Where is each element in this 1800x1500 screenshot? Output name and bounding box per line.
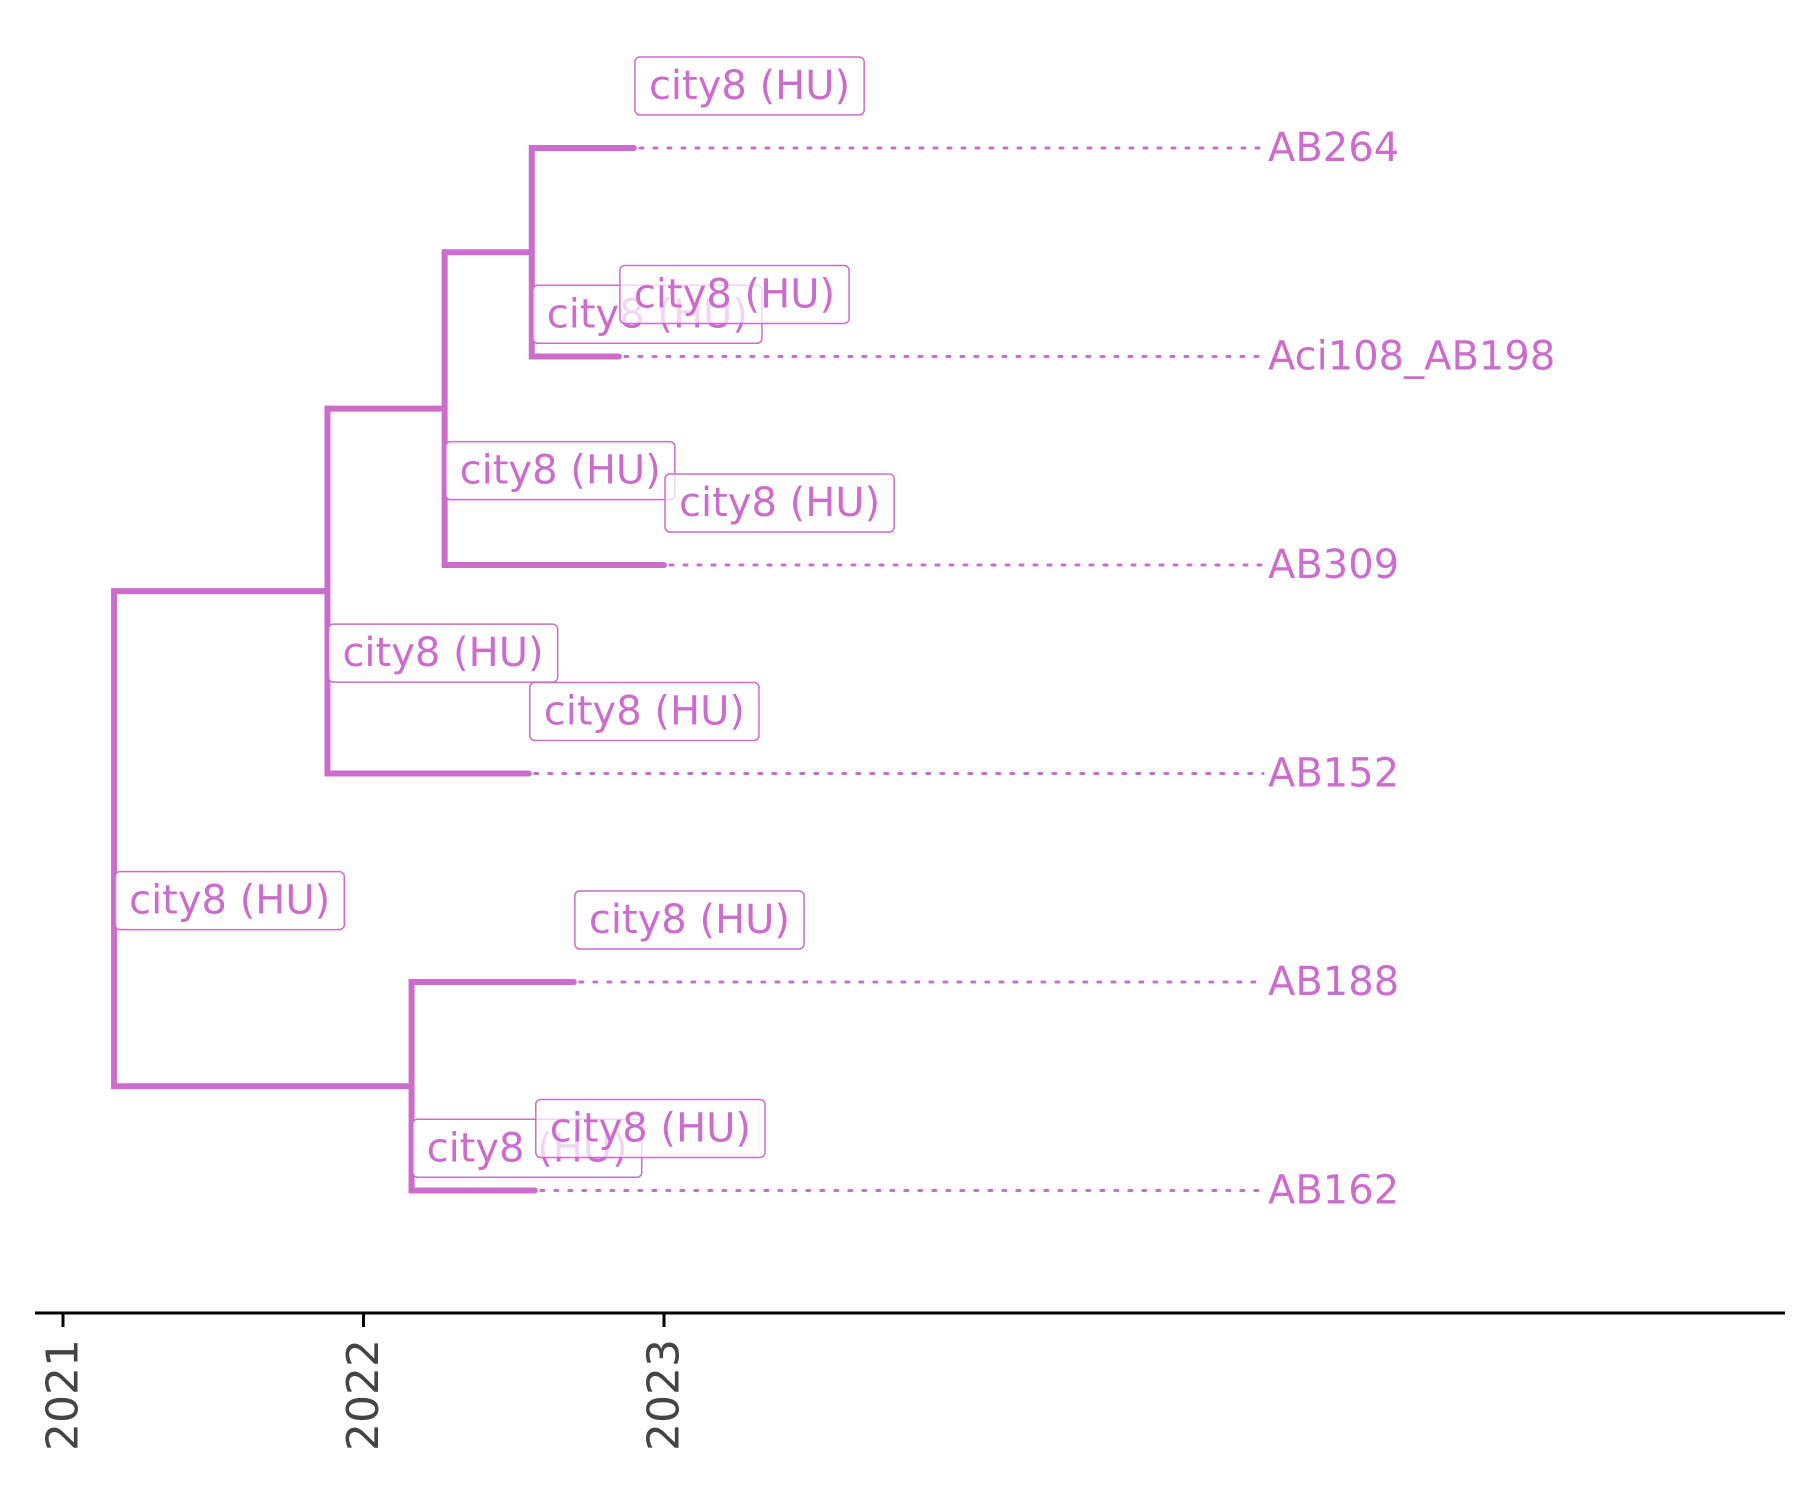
node-label-text: city8 (HU) bbox=[550, 1106, 751, 1152]
node-labels: city8 (HU)city8 (HU)city8 (HU)city8 (HU)… bbox=[114, 56, 895, 1178]
node-label-text: city8 (HU) bbox=[129, 878, 330, 924]
node-label-box bbox=[664, 473, 895, 533]
tip-label: AB309 bbox=[1268, 542, 1399, 588]
tip-label: AB264 bbox=[1268, 125, 1399, 171]
node-label-box bbox=[535, 1098, 766, 1159]
tip-labels: AB264 Aci108_AB198 AB309 AB152 AB188 AB162 bbox=[1268, 125, 1555, 1214]
node-label-text: city8 (HU) bbox=[679, 480, 880, 526]
node-label-text: city8 (HU) bbox=[342, 630, 543, 676]
node-label: city8 (HU) bbox=[114, 870, 346, 931]
axis-tick-label: 2022 bbox=[338, 1339, 389, 1451]
node-label: city8 (HU) bbox=[664, 473, 895, 533]
node-label: city8 (HU) bbox=[574, 890, 805, 950]
node-label-box bbox=[619, 264, 850, 325]
node-label-box bbox=[634, 56, 865, 116]
tip-label: AB188 bbox=[1268, 959, 1399, 1005]
tree-branches bbox=[111, 145, 667, 1194]
axis-tick-label: 2021 bbox=[38, 1339, 89, 1451]
node-label: city8 (HU) bbox=[619, 264, 850, 325]
node-label-box bbox=[574, 890, 805, 950]
tip-label: AB162 bbox=[1268, 1168, 1399, 1214]
node-label: city8 (HU) bbox=[634, 56, 865, 116]
node-label: city8 (HU) bbox=[327, 623, 559, 683]
node-label-text: city8 (HU) bbox=[634, 272, 835, 318]
tip-label: Aci108_AB198 bbox=[1268, 334, 1555, 380]
node-label: city8 (HU) bbox=[535, 1098, 766, 1159]
axis-tick-label: 2023 bbox=[639, 1339, 690, 1451]
node-label-text: city8 (HU) bbox=[589, 897, 790, 943]
tip-guide-lines bbox=[533, 146, 1265, 1192]
time-axis: 2021 2022 2023 bbox=[35, 1311, 1785, 1451]
node-label-text: city8 (HU) bbox=[460, 448, 661, 494]
node-label: city8 (HU) bbox=[529, 681, 760, 742]
node-label-text: city8 (HU) bbox=[544, 689, 745, 735]
node-label-box bbox=[327, 623, 559, 683]
node-label-text: city8 (HU) bbox=[649, 63, 850, 109]
node-label-box bbox=[444, 440, 676, 501]
node-label-box bbox=[529, 681, 760, 742]
node-label-box bbox=[114, 870, 346, 931]
node-label: city8 (HU) bbox=[444, 440, 676, 501]
tip-label: AB152 bbox=[1268, 751, 1399, 797]
